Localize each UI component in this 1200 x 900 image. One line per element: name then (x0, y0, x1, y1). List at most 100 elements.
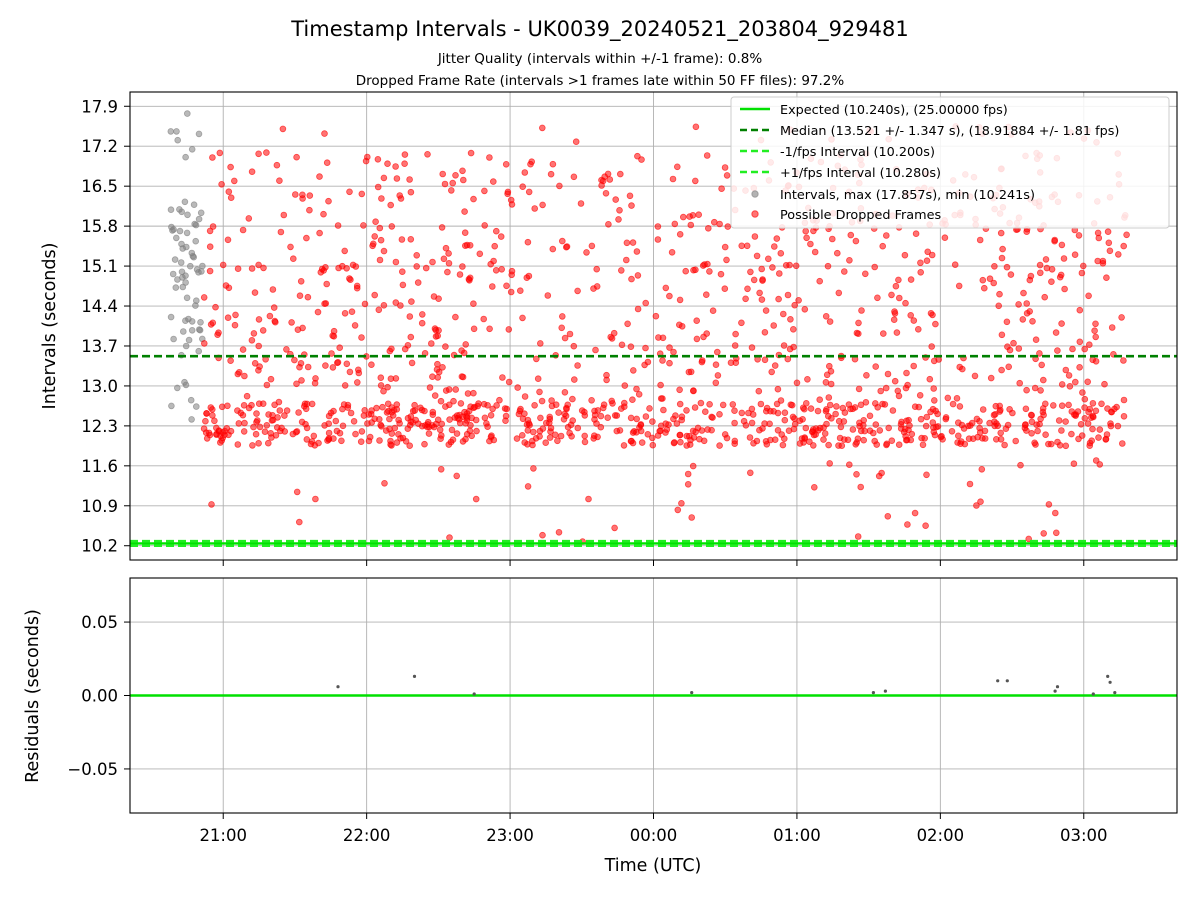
data-point (376, 224, 384, 232)
data-point (684, 480, 692, 488)
data-point (276, 407, 284, 414)
data-point (678, 416, 685, 424)
data-point (206, 431, 214, 439)
data-point (923, 257, 931, 265)
data-point (610, 329, 618, 337)
data-point (898, 418, 905, 426)
data-point (729, 401, 737, 408)
data-point (673, 420, 681, 427)
data-point (1076, 306, 1084, 314)
data-point (371, 233, 379, 240)
residual-point (1113, 691, 1117, 695)
data-point (994, 422, 1002, 430)
data-point (323, 159, 331, 167)
data-point (536, 433, 543, 440)
data-point (188, 249, 196, 257)
data-point (912, 230, 920, 238)
data-point (283, 407, 291, 414)
data-point (298, 377, 305, 384)
data-point (234, 265, 242, 273)
data-point (348, 308, 356, 316)
data-point (799, 415, 806, 423)
data-point (690, 387, 697, 395)
data-point (174, 136, 182, 144)
data-point (499, 374, 506, 381)
data-point (708, 413, 715, 421)
data-point (917, 268, 924, 276)
data-point (361, 406, 369, 414)
data-point (392, 258, 400, 266)
data-point (618, 341, 626, 349)
data-point (429, 411, 437, 419)
data-point (206, 227, 214, 235)
intervals-y-tick-label: 16.5 (81, 177, 118, 196)
data-point (666, 359, 673, 367)
data-point (570, 173, 578, 181)
data-point (1079, 389, 1086, 396)
data-point (358, 190, 366, 198)
data-point (611, 524, 618, 532)
data-point (288, 319, 295, 326)
data-point (380, 174, 388, 182)
data-point (502, 412, 510, 420)
data-point (227, 194, 235, 202)
data-point (536, 340, 544, 347)
data-point (853, 329, 861, 337)
intervals-x-ticks (222, 560, 1085, 566)
data-point (445, 386, 453, 393)
data-point (793, 379, 801, 387)
data-point (538, 397, 546, 405)
data-point (721, 285, 729, 293)
data-point (1042, 431, 1049, 439)
data-point (617, 405, 625, 412)
data-point (968, 419, 976, 427)
data-point (442, 343, 449, 350)
data-point (637, 421, 645, 428)
data-point (502, 161, 510, 168)
data-point (486, 325, 493, 333)
data-point (537, 414, 544, 422)
data-point (325, 197, 332, 205)
data-point (723, 256, 730, 264)
data-point (447, 187, 455, 194)
data-point (207, 404, 215, 411)
data-point (951, 261, 959, 269)
residual-point (871, 691, 876, 695)
data-point (997, 429, 1004, 437)
data-point (1069, 345, 1076, 353)
data-point (828, 235, 836, 243)
data-point (679, 213, 687, 221)
data-point (888, 291, 895, 299)
residual-point (412, 674, 417, 679)
residuals-y-axis-label: Residuals (seconds) (23, 609, 43, 783)
data-point (215, 427, 223, 435)
data-point (181, 198, 189, 206)
data-point (1107, 422, 1115, 430)
data-point (861, 270, 869, 278)
data-point (764, 255, 772, 263)
data-point (714, 372, 722, 379)
data-point (480, 315, 488, 323)
data-point (505, 378, 513, 386)
data-point (1101, 380, 1108, 388)
data-point (557, 432, 565, 440)
data-point (721, 164, 729, 171)
data-point (948, 427, 956, 435)
data-point (200, 294, 208, 301)
data-point (566, 330, 574, 338)
data-point (377, 374, 385, 382)
data-point (917, 259, 924, 267)
data-point (616, 207, 623, 214)
data-point (248, 168, 256, 176)
data-point (398, 268, 406, 276)
data-point (857, 401, 865, 409)
data-point (173, 234, 180, 242)
data-point (379, 403, 386, 411)
data-point (751, 233, 759, 240)
data-point (644, 358, 652, 366)
data-point (303, 436, 311, 443)
data-point (756, 289, 763, 297)
data-point (738, 242, 745, 250)
data-point (674, 506, 682, 514)
data-point (990, 411, 998, 419)
